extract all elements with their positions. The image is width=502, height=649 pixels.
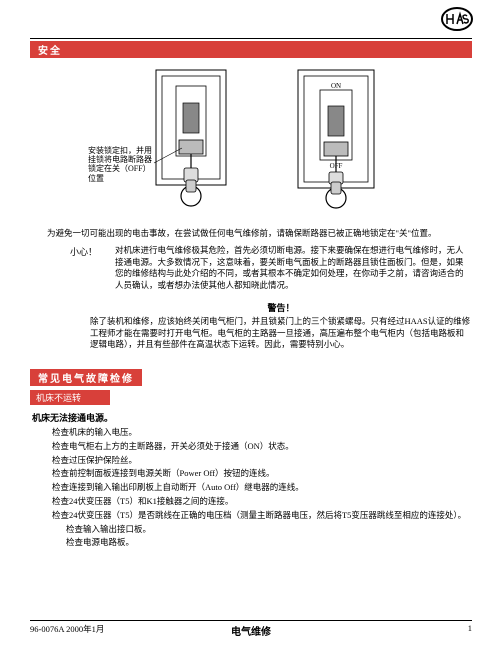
check-line: 检查前控制面板连接到电源关断（Power Off）按钮的连线。 — [52, 468, 472, 480]
top-rule — [30, 38, 472, 39]
footer-center: 电气维修 — [30, 623, 472, 638]
section-bar-safety: 安全 — [30, 41, 472, 58]
breaker-figure-right: ON OFF — [286, 68, 386, 220]
check-line: 检查电气柜右上方的主断路器，开关必须处于接通（ON）状态。 — [52, 441, 472, 453]
haas-logo — [440, 6, 474, 32]
intro-paragraph: 为避免一切可能出现的电击事故，在尝试做任何电气维修前，请确保断路器已被正确地锁定… — [30, 228, 472, 239]
breaker-figure-left: 安装锁定扣，并用挂锁将电路断路器锁定在关（OFF）位置 — [116, 68, 246, 220]
check-sub-line: 检查电源电路板。 — [66, 537, 472, 549]
caution-text: 对机床进行电气维修极其危险，首先必须切断电源。接下来要确保在想进行电气维修时，无… — [115, 245, 472, 291]
check-line: 检查过压保护保险丝。 — [52, 455, 472, 467]
check-line: 检查24伏变压器（T5）和K1接触器之间的连接。 — [52, 496, 472, 508]
section-bar-troubleshoot: 常见电气故障检修 — [30, 369, 142, 386]
check-line: 检查机床的输入电压。 — [52, 427, 472, 439]
caution-label: 小心！ — [70, 245, 97, 291]
caution-block: 小心！ 对机床进行电气维修极其危险，首先必须切断电源。接下来要确保在想进行电气维… — [70, 245, 472, 291]
on-label: ON — [331, 82, 341, 90]
breaker-left-caption: 安装锁定扣，并用挂锁将电路断路器锁定在关（OFF）位置 — [88, 146, 153, 183]
check-sub-line: 检查输入输出接口板。 — [66, 524, 472, 536]
warning-body: 除了装机和维修，应该始终关闭电气柜门，并且锁紧门上的三个锁紧螺母。只有经过HAA… — [90, 316, 472, 350]
figure-row: 安装锁定扣，并用挂锁将电路断路器锁定在关（OFF）位置 ON OFF — [30, 68, 472, 220]
check-line: 检查连接到输入输出印刷板上自动断开（Auto Off）继电器的连线。 — [52, 482, 472, 494]
sub-heading: 机床无法接通电源。 — [32, 411, 472, 424]
page-footer: 96-0076A 2000年1月 电气维修 1 — [30, 620, 472, 635]
warning-heading: 警告！ — [90, 301, 472, 314]
warning-block: 警告！ 除了装机和维修，应该始终关闭电气柜门，并且锁紧门上的三个锁紧螺母。只有经… — [90, 301, 472, 350]
check-line: 检查24伏变压器（T5）是否跳线在正确的电压档（测量主断路器电压，然后将T5变压… — [52, 510, 472, 522]
sub-bar-no-run: 机床不运转 — [30, 390, 110, 405]
